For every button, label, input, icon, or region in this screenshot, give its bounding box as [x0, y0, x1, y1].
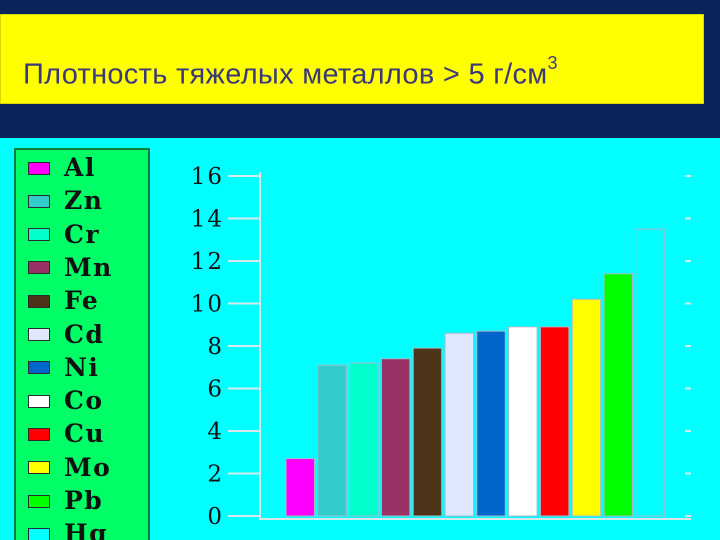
legend-item: Co — [28, 386, 104, 416]
legend-item: Pb — [28, 486, 103, 516]
legend-swatch — [28, 361, 50, 375]
bar-mo — [571, 298, 602, 517]
y-tick-label: 10 — [191, 292, 224, 318]
legend-item: Hg — [28, 519, 108, 540]
bar-cu — [539, 326, 570, 517]
legend-item: Mn — [28, 253, 113, 283]
bar-mn — [380, 358, 411, 517]
legend-label: Co — [64, 386, 104, 416]
title-main: Плотность тяжелых металлов > 5 г/см — [23, 58, 548, 91]
y-tick-label: 2 — [207, 462, 224, 488]
bar-co — [508, 326, 538, 517]
legend-label: Fe — [64, 286, 100, 316]
slide-title: Плотность тяжелых металлов > 5 г/см3 — [23, 53, 558, 92]
y-tick-label: 12 — [191, 249, 224, 275]
legend-swatch — [28, 427, 50, 441]
legend-swatch — [28, 228, 50, 242]
title-superscript: 3 — [547, 53, 558, 73]
bar-cr — [349, 362, 379, 517]
legend-label: Cr — [64, 219, 101, 249]
bar-pb — [603, 273, 633, 517]
legend-item: Cu — [28, 419, 105, 449]
legend-item: Zn — [28, 186, 103, 216]
bar-hg — [635, 228, 665, 517]
legend-item: Ni — [28, 353, 99, 383]
bar-cd — [444, 332, 474, 517]
legend-swatch — [28, 461, 50, 475]
legend-swatch — [28, 294, 50, 308]
legend-item: Mo — [28, 453, 111, 483]
legend-swatch — [28, 161, 50, 175]
legend-swatch — [28, 494, 50, 508]
y-tick-label: 6 — [207, 377, 224, 403]
legend-swatch — [28, 194, 50, 208]
legend-label: Pb — [64, 486, 104, 515]
title-banner: Плотность тяжелых металлов > 5 г/см3 — [0, 14, 704, 104]
legend-label: Hg — [64, 519, 109, 540]
legend-label: Ni — [64, 352, 100, 382]
legend-label: Zn — [64, 186, 104, 216]
legend-label: Mn — [64, 252, 113, 282]
y-tick-label: 14 — [191, 207, 224, 233]
legend-item: Fe — [28, 286, 99, 316]
bar-zn — [317, 364, 347, 517]
legend-swatch — [28, 394, 50, 408]
legend-swatch — [28, 261, 50, 275]
y-tick-label: 16 — [191, 164, 224, 190]
chart-legend: Al Zn Cr Mn Fe Cd Ni Co Cu Mo Pb Hg — [14, 148, 150, 540]
y-tick-label: 4 — [207, 419, 224, 445]
legend-label: Mo — [64, 452, 112, 482]
legend-item: Al — [28, 153, 96, 183]
legend-label: Al — [64, 153, 96, 182]
bar-fe — [412, 347, 443, 517]
legend-label: Cu — [64, 419, 106, 449]
legend-label: Cd — [64, 319, 105, 349]
legend-item: Cr — [28, 220, 100, 250]
bar-al — [285, 458, 315, 517]
y-tick-label: 0 — [207, 504, 224, 530]
legend-item: Cd — [28, 320, 104, 350]
legend-swatch — [28, 328, 50, 341]
bar-ni — [476, 330, 506, 517]
y-tick-label: 8 — [207, 334, 224, 360]
